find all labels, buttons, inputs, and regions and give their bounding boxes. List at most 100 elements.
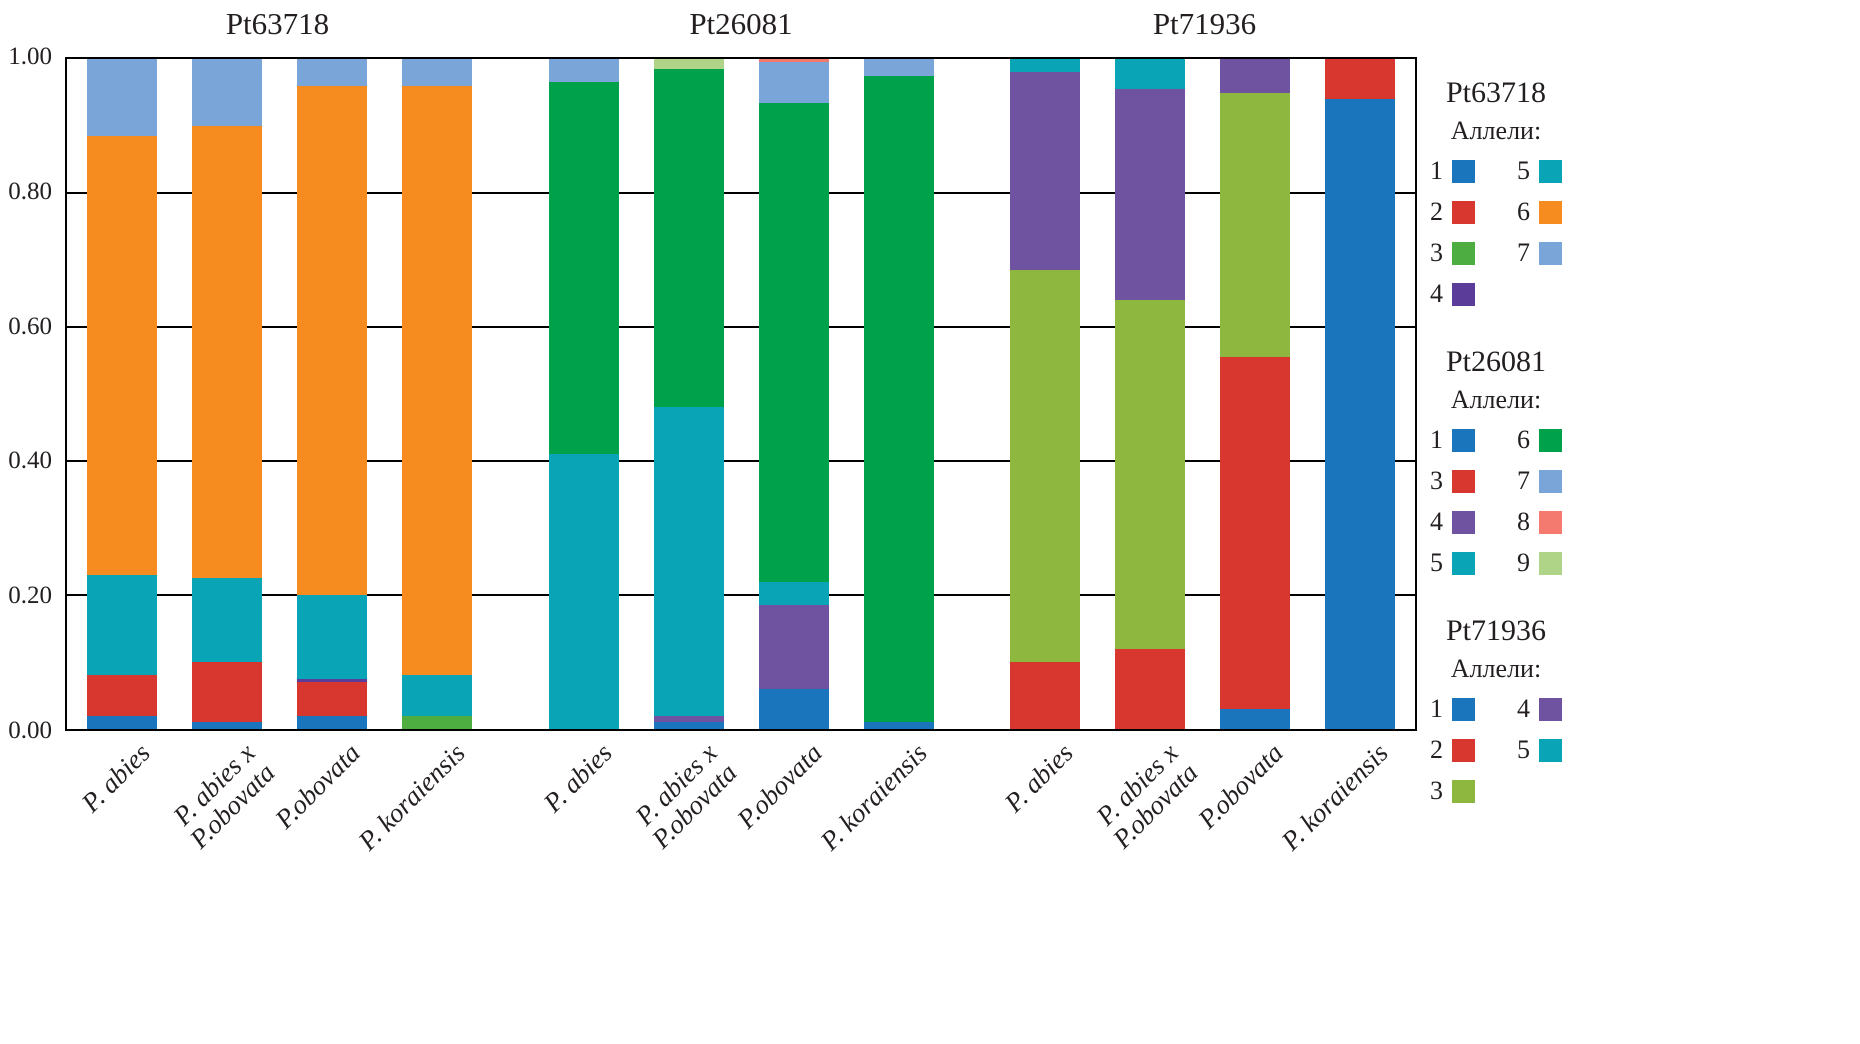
bar-column: P. abies (999, 59, 1080, 818)
legend-locus-title: Pt71936 (1445, 614, 1547, 647)
plot-area: P. abies P. abies x P.obovata P.obovata P. k… (65, 57, 1417, 856)
legend-item-allele-2: 2 (1430, 197, 1475, 227)
allele-number: 1 (1430, 156, 1443, 185)
bar-segment-Pt71936-allele-3 (1220, 92, 1290, 358)
allele-color-swatch (1539, 469, 1562, 493)
legend-item-allele-7: 7 (1517, 238, 1562, 268)
bar-segment-Pt26081-allele-5 (758, 581, 829, 606)
allele-number: 6 (1517, 425, 1530, 454)
legend-item-allele-8: 8 (1517, 507, 1562, 537)
bar-segment-Pt63718-allele-2 (87, 675, 157, 716)
x-axis-label-line: P. abies x (628, 737, 723, 832)
bar-segment-Pt26081-allele-5 (548, 454, 619, 729)
legend-item-allele-5: 5 (1430, 548, 1475, 578)
bar-segment-Pt71936-allele-2 (1115, 648, 1185, 729)
bar-segment-Pt71936-allele-1 (1220, 708, 1290, 729)
legend-locus-title: Pt63718 (1445, 76, 1547, 109)
group-titles: Pt63718 Pt26081 Pt71936 (65, 6, 1417, 42)
legend-item-allele-6: 6 (1517, 425, 1562, 455)
legend-item-allele-5: 5 (1517, 735, 1562, 765)
allele-number: 4 (1517, 694, 1530, 723)
legend-item-allele-1: 1 (1430, 694, 1475, 724)
bar-column: P.obovata (1192, 59, 1290, 834)
legend-subtitle: Аллели: (1450, 385, 1542, 414)
group-title-Pt26081: Pt26081 (689, 6, 793, 41)
x-axis-label-line: P. abies x (1090, 737, 1184, 832)
stacked-bar (87, 59, 157, 729)
bar-segment-Pt63718-allele-5 (192, 578, 262, 663)
allele-color-swatch (1539, 428, 1562, 452)
allele-number: 5 (1430, 548, 1443, 577)
allele-color-swatch (1452, 159, 1475, 183)
bar-segment-Pt63718-allele-1 (297, 715, 367, 729)
legend-columns: 1 2 3 4 5 6 7 (1430, 156, 1562, 309)
bar-column: P. koraiensis (1275, 59, 1395, 856)
bar-segment-Pt63718-allele-6 (297, 85, 367, 596)
bar-segment-Pt71936-allele-3 (1010, 270, 1080, 662)
allele-number: 9 (1517, 548, 1530, 577)
bar-segment-Pt63718-allele-7 (297, 59, 367, 86)
bar-column: P. abies (76, 59, 157, 818)
y-tick-label: 0.80 (8, 177, 52, 205)
x-axis-label-line: P. abies x (167, 737, 261, 832)
bar-column: P. abies x P.obovata (1090, 59, 1203, 854)
bar-segment-Pt63718-allele-7 (87, 59, 157, 137)
allele-number: 4 (1430, 279, 1443, 308)
gridline (67, 326, 1415, 328)
allele-number: 5 (1517, 735, 1530, 764)
legend-item-allele-6: 6 (1517, 197, 1562, 227)
bar-segment-Pt63718-allele-2 (297, 682, 367, 716)
legend-column: 1 2 3 4 (1430, 156, 1475, 309)
stacked-bar (192, 59, 262, 729)
legend-columns: 1 3 4 5 6 7 8 9 (1430, 425, 1562, 578)
bar-segment-Pt26081-allele-7 (758, 62, 829, 103)
bar-segment-Pt26081-allele-4 (653, 715, 724, 723)
allele-color-swatch (1452, 738, 1475, 762)
allele-color-swatch (1539, 738, 1562, 762)
allele-number: 5 (1517, 156, 1530, 185)
stacked-bar (653, 59, 724, 729)
bar-column: P.obovata (269, 59, 367, 834)
bar-segment-Pt63718-allele-5 (297, 595, 367, 679)
allele-color-swatch (1539, 241, 1562, 265)
allele-number: 3 (1430, 466, 1443, 495)
bar-column: P. abies x P.obovata (167, 59, 280, 854)
allele-color-swatch (1452, 428, 1475, 452)
legend-item-allele-9: 9 (1517, 548, 1562, 578)
bar-segment-Pt71936-allele-2 (1325, 59, 1395, 100)
allele-number: 4 (1430, 507, 1443, 536)
legend-section-Pt71936: Pt71936 Аллели: 1 2 3 4 5 (1430, 614, 1562, 806)
allele-color-swatch (1452, 200, 1475, 224)
legend-item-allele-3: 3 (1430, 238, 1475, 268)
allele-color-swatch (1452, 697, 1475, 721)
legend-item-allele-1: 1 (1430, 156, 1475, 186)
allele-color-swatch (1452, 551, 1475, 575)
group-title-Pt71936: Pt71936 (1152, 6, 1257, 41)
bar-segment-Pt63718-allele-1 (192, 722, 262, 729)
y-tick-label: 1.00 (8, 43, 52, 70)
stacked-bar (548, 59, 619, 729)
allele-color-swatch (1539, 159, 1562, 183)
bar-segment-Pt63718-allele-7 (402, 59, 472, 86)
bar-segment-Pt63718-allele-1 (87, 715, 157, 729)
allele-number: 2 (1430, 197, 1443, 226)
bar-segment-Pt71936-allele-4 (1115, 89, 1185, 301)
allele-number: 2 (1430, 735, 1443, 764)
legend-section-Pt26081: Pt26081 Аллели: 1 3 4 5 6 7 8 9 (1430, 345, 1562, 578)
bar-segment-Pt26081-allele-7 (863, 59, 934, 76)
y-axis-labels: 0.00 0.20 0.40 0.60 0.80 1.00 (0, 43, 58, 744)
legend: Pt63718 Аллели: 1 2 3 4 5 6 7 Pt26081 Аллели: 1 3 4 5 6… (1430, 76, 1562, 842)
bar-segment-Pt26081-allele-7 (548, 59, 619, 83)
bar-segment-Pt26081-allele-6 (758, 102, 829, 582)
bars-row: P. abies P. abies x P.obovata P.obovata P. k… (67, 59, 1415, 856)
bar-segment-Pt63718-allele-2 (192, 662, 262, 723)
legend-column: 1 2 3 (1430, 694, 1475, 806)
allele-number: 6 (1517, 197, 1530, 226)
bar-segment-Pt26081-allele-1 (863, 722, 934, 729)
bar-segment-Pt71936-allele-5 (1010, 59, 1080, 73)
stacked-bar (402, 59, 472, 729)
legend-item-allele-4: 4 (1430, 507, 1475, 537)
legend-item-allele-4: 4 (1517, 694, 1562, 724)
